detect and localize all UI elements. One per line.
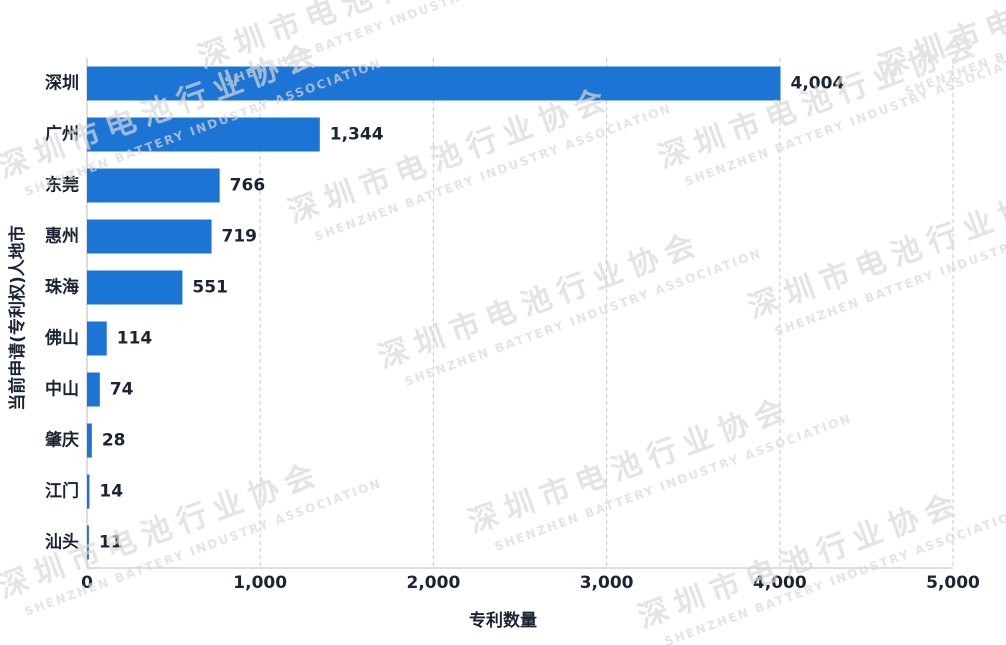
- value-label: 719: [222, 227, 258, 247]
- value-label: 114: [117, 329, 153, 349]
- y-tick-label: 汕头: [45, 533, 79, 553]
- y-tick-label: 中山: [45, 379, 79, 400]
- y-tick-label: 珠海: [45, 277, 79, 298]
- y-tick-label: 佛山: [44, 328, 79, 349]
- watermark-cn: 深圳市电池行业协会: [634, 486, 967, 636]
- watermark-cn: 深圳市电池行业协会: [464, 391, 797, 541]
- bar: [87, 372, 100, 407]
- y-tick-label: 江门: [45, 481, 79, 502]
- x-tick-label: 2,000: [407, 573, 461, 593]
- x-tick-label: 3,000: [580, 573, 634, 593]
- bar: [87, 474, 90, 509]
- y-tick-label: 东莞: [45, 175, 79, 196]
- x-tick-label: 4,000: [753, 573, 807, 593]
- y-tick-label: 广州: [45, 124, 79, 145]
- bar: [87, 321, 107, 356]
- value-label: 4,004: [790, 74, 844, 94]
- x-tick-label: 5,000: [926, 573, 980, 593]
- bar: [87, 423, 92, 458]
- value-label: 551: [192, 278, 228, 298]
- x-tick-label: 0: [81, 573, 93, 593]
- watermark-cn: 深圳市电池行业协会: [284, 81, 617, 231]
- y-axis-label: 当前申请(专利权)人地市: [7, 225, 28, 411]
- value-label: 1,344: [330, 125, 384, 145]
- y-tick-label: 惠州: [45, 226, 79, 247]
- x-axis-label: 专利数量: [469, 610, 537, 631]
- value-label: 14: [99, 482, 123, 502]
- bar: [87, 66, 781, 101]
- value-label: 74: [110, 380, 134, 400]
- x-tick-label: 1,000: [233, 573, 287, 593]
- y-tick-label: 肇庆: [45, 430, 79, 451]
- bar: [87, 270, 183, 305]
- bar: [87, 168, 220, 203]
- plot-area: 0 1,000 2,000 3,000 4,000 5,000 深圳 4,004 广州 1,344…: [44, 58, 980, 593]
- value-label: 766: [230, 176, 266, 196]
- watermark-cn: 深圳市电池行业协会: [0, 36, 327, 186]
- value-label: 11: [99, 533, 123, 553]
- bar: [87, 219, 212, 254]
- bar: [87, 525, 89, 560]
- y-tick-label: 深圳: [45, 73, 79, 94]
- watermark-cn: 深圳市电池行业协会: [374, 226, 707, 376]
- bar: [87, 117, 320, 152]
- value-label: 28: [102, 431, 126, 451]
